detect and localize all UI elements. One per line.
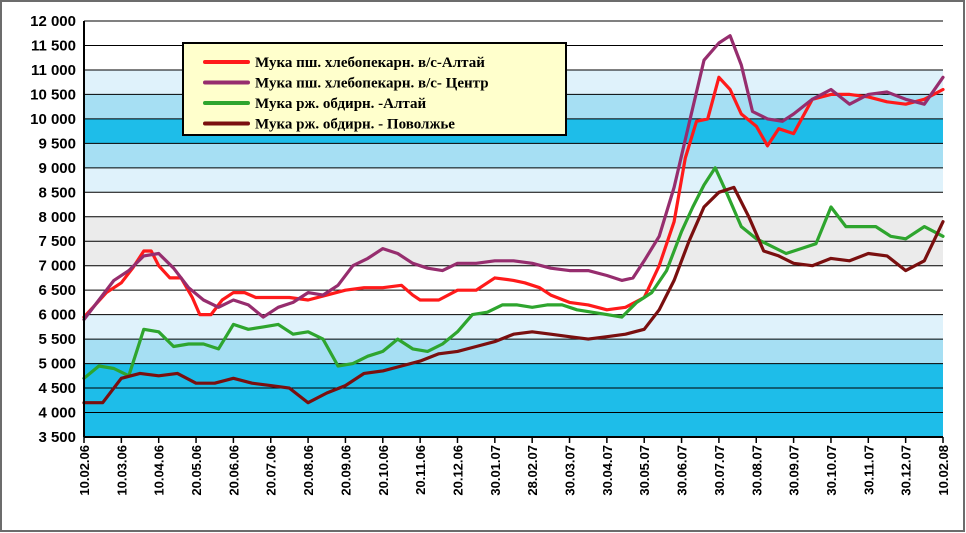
plot-band	[84, 412, 943, 437]
y-tick-label: 6 500	[38, 282, 76, 299]
series-line-4	[82, 185, 945, 405]
plot-band	[84, 167, 943, 193]
x-tick-label: 30.12.07	[899, 445, 914, 496]
x-tick-label: 30.06.07	[675, 445, 690, 496]
x-tick-label: 20.05.06	[189, 445, 204, 496]
y-tick-label: 10 500	[30, 86, 76, 103]
legend-label: Мука рж. обдирн. -Алтай	[255, 96, 426, 112]
x-tick-label: 20.07.06	[264, 445, 279, 496]
y-tick-label: 12 000	[30, 13, 76, 30]
series-lines	[82, 34, 945, 405]
x-tick-label: 10.02.06	[77, 445, 92, 496]
plot-band	[84, 143, 943, 168]
axes	[83, 21, 944, 443]
plot-band	[84, 388, 943, 413]
y-tick-label: 4 000	[38, 405, 76, 422]
y-tick-label: 5 000	[38, 356, 76, 373]
legend-label: Мука пш. хлебопекарн. в/с-Алтай	[255, 55, 485, 71]
x-tick-label: 30.03.07	[563, 445, 578, 496]
y-tick-label: 3 500	[38, 429, 76, 446]
x-tick-label: 20.06.06	[226, 445, 241, 496]
x-tick-label: 10.03.06	[114, 445, 129, 496]
y-tick-label: 8 000	[38, 209, 76, 226]
x-tick-label: 10.04.06	[152, 445, 167, 496]
x-tick-label: 30.08.07	[749, 445, 764, 496]
y-tick-label: 10 000	[30, 111, 76, 128]
x-tick-label: 30.11.07	[861, 445, 876, 495]
x-tick-label: 20.11.06	[413, 445, 428, 495]
y-tick-label: 8 500	[38, 184, 76, 201]
y-tick-label: 5 500	[38, 331, 76, 348]
plot-band	[84, 192, 943, 217]
y-tick-label: 11 500	[31, 37, 76, 54]
plot-band	[84, 216, 943, 242]
y-tick-label: 9 500	[38, 135, 76, 152]
x-tick-label: 20.12.06	[450, 445, 465, 496]
series-line-2	[82, 34, 945, 322]
plot-band	[84, 339, 943, 364]
x-tick-label: 30.04.07	[600, 445, 615, 496]
plot-band	[84, 21, 943, 46]
x-tick-label: 30.01.07	[488, 445, 503, 496]
x-tick-label: 20.10.06	[376, 445, 391, 496]
x-tick-label: 30.05.07	[637, 445, 652, 496]
y-tick-label: 11 000	[31, 62, 76, 79]
x-tick-label: 20.09.06	[338, 445, 353, 496]
legend-label: Мука пш. хлебопекарн. в/с- Центр	[255, 76, 489, 92]
series-line-1	[82, 75, 945, 319]
x-axis-tick-labels: 10.02.06 10.03.06 10.04.06 20.05.06 20.06.06…	[77, 445, 951, 496]
legend-box	[182, 42, 567, 136]
y-tick-label: 7 000	[38, 258, 76, 275]
plot-band	[84, 265, 943, 291]
x-tick-label: 30.09.07	[787, 445, 802, 496]
legend-label: Мука рж. обдирн. - Поволжье	[255, 117, 455, 133]
x-tick-label: 30.10.07	[824, 445, 839, 496]
x-tick-label: 30.07.07	[712, 445, 727, 496]
y-axis-tick-labels: 3 500 4 000 4 500 5 000 5 500 6 000 6 500 7 000…	[30, 13, 76, 446]
x-tick-label: 28.02.07	[525, 445, 540, 496]
y-tick-label: 7 500	[38, 233, 76, 250]
x-tick-label: 10.02.08	[936, 445, 951, 496]
series-line-3	[82, 166, 945, 380]
plot-band	[84, 363, 943, 389]
y-tick-label: 4 500	[38, 380, 76, 397]
x-tick-label: 20.08.06	[301, 445, 316, 496]
y-tick-label: 6 000	[38, 307, 76, 324]
legend: Мука пш. хлебопекарн. в/с-Алтай Мука пш. …	[182, 42, 567, 136]
y-tick-label: 9 000	[38, 160, 76, 177]
